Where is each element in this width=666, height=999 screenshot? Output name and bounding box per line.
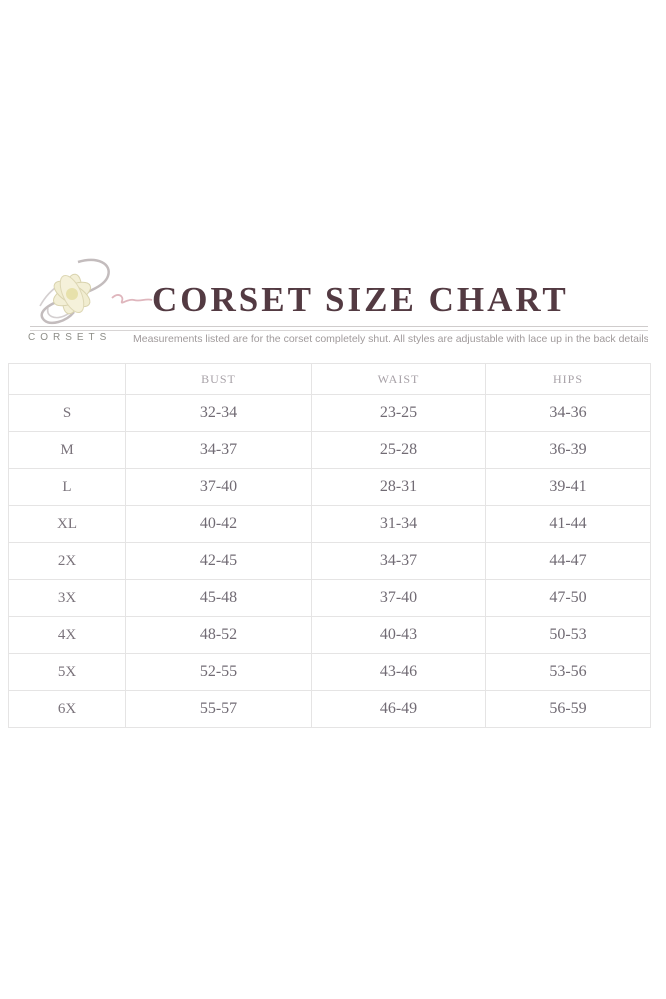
column-header-waist: WAIST [311,363,486,395]
measurement-value: 34-36 [485,394,651,432]
size-label: M [8,431,126,469]
size-label: 3X [8,579,126,617]
measurement-value: 55-57 [125,690,312,728]
chart-disclaimer: Measurements listed are for the corset c… [133,333,648,345]
table-row: 5X 52-55 43-46 53-56 [8,653,651,691]
measurement-value: 32-34 [125,394,312,432]
measurement-value: 40-42 [125,505,312,543]
measurement-value: 46-49 [311,690,486,728]
measurement-value: 45-48 [125,579,312,617]
measurement-value: 43-46 [311,653,486,691]
measurement-value: 41-44 [485,505,651,543]
measurement-value: 34-37 [311,542,486,580]
measurement-value: 37-40 [311,579,486,617]
column-header-bust: BUST [125,363,312,395]
measurement-value: 42-45 [125,542,312,580]
measurement-value: 36-39 [485,431,651,469]
table-row: M 34-37 25-28 36-39 [8,431,651,469]
size-label: L [8,468,126,506]
page-title: CORSET SIZE CHART [152,280,569,319]
brand-logo [20,254,158,334]
measurement-value: 37-40 [125,468,312,506]
size-label: 2X [8,542,126,580]
size-label: 6X [8,690,126,728]
column-header-hips: HIPS [485,363,651,395]
measurement-value: 47-50 [485,579,651,617]
daisy-flower-icon [52,273,92,315]
measurement-value: 52-55 [125,653,312,691]
measurement-value: 48-52 [125,616,312,654]
size-label: 5X [8,653,126,691]
brand-wordmark: CORSETS [28,332,112,343]
size-label: S [8,394,126,432]
table-row: 3X 45-48 37-40 47-50 [8,579,651,617]
table-row: 6X 55-57 46-49 56-59 [8,690,651,728]
measurement-value: 40-43 [311,616,486,654]
measurement-value: 25-28 [311,431,486,469]
size-label: 4X [8,616,126,654]
table-row: 4X 48-52 40-43 50-53 [8,616,651,654]
measurement-value: 53-56 [485,653,651,691]
size-label: XL [8,505,126,543]
table-row: L 37-40 28-31 39-41 [8,468,651,506]
table-header: BUST WAIST HIPS [8,363,651,395]
measurement-value: 23-25 [311,394,486,432]
table-row: S 32-34 23-25 34-36 [8,394,651,432]
table-header-row: BUST WAIST HIPS [8,363,651,395]
table-row: 2X 42-45 34-37 44-47 [8,542,651,580]
measurement-value: 28-31 [311,468,486,506]
measurement-value: 39-41 [485,468,651,506]
daisy-script-logo-icon [39,258,153,324]
measurement-value: 44-47 [485,542,651,580]
size-chart-table: BUST WAIST HIPS S 32-34 23-25 34-36 M 34-37 25-2… [8,363,651,728]
table-body: S 32-34 23-25 34-36 M 34-37 25-28 36-39 L 37-40 28… [8,394,651,728]
measurement-value: 56-59 [485,690,651,728]
measurement-value: 34-37 [125,431,312,469]
table-row: XL 40-42 31-34 41-44 [8,505,651,543]
column-header-size [8,363,126,395]
measurement-value: 31-34 [311,505,486,543]
measurement-value: 50-53 [485,616,651,654]
title-divider [30,326,648,331]
